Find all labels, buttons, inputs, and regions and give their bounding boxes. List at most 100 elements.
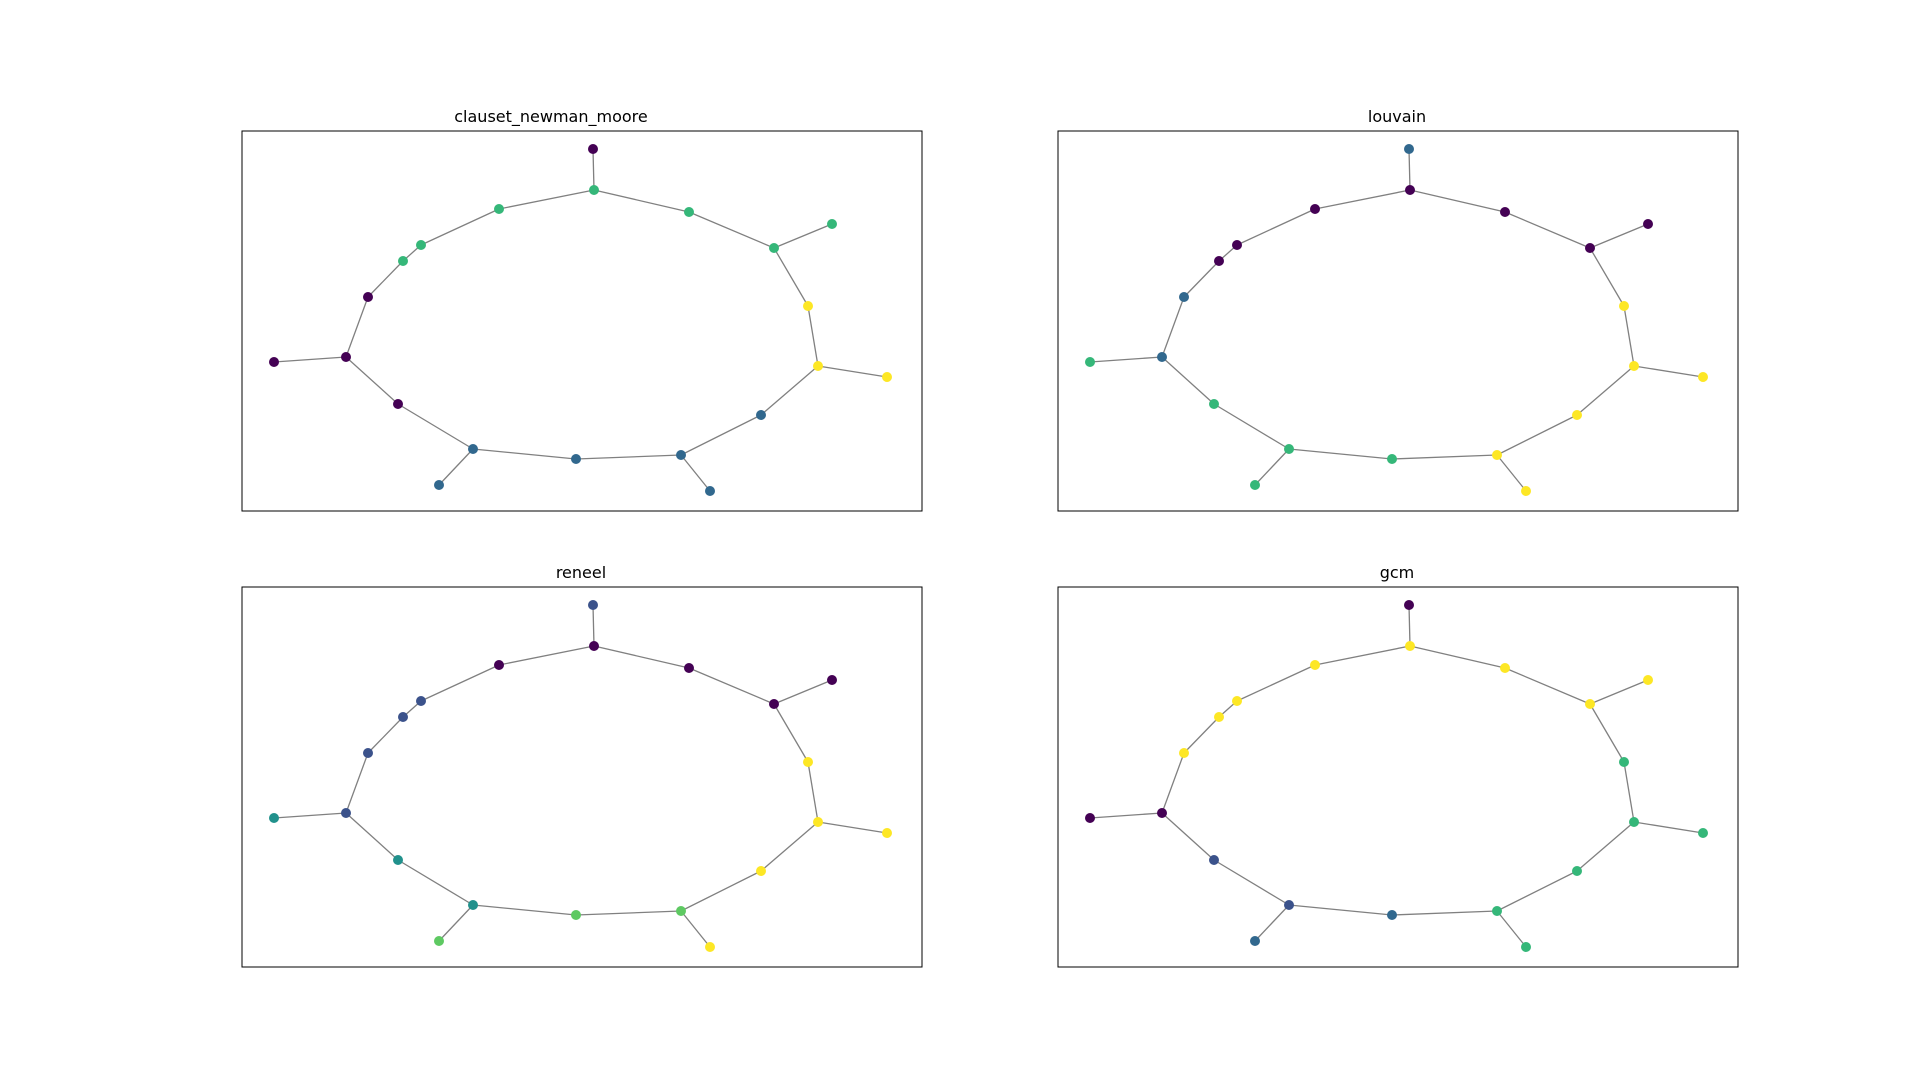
graph-node: [1521, 486, 1531, 496]
node-layer: [269, 144, 892, 496]
graph-node: [1310, 204, 1320, 214]
graph-node: [1629, 817, 1639, 827]
graph-node: [1405, 185, 1415, 195]
graph-edge: [1633, 365, 1704, 378]
graph-edge: [1288, 448, 1393, 460]
graph-edge: [1576, 365, 1635, 416]
graph-node: [813, 361, 823, 371]
graph-edge: [773, 679, 833, 705]
panel-frame: [1057, 586, 1739, 968]
graph-node: [684, 207, 694, 217]
graph-edge: [1288, 904, 1393, 916]
graph-edge: [688, 667, 775, 705]
graph-edge: [1408, 604, 1411, 647]
graph-node: [1629, 361, 1639, 371]
graph-node: [269, 813, 279, 823]
graph-edge: [760, 365, 819, 416]
graph-edge: [1589, 679, 1649, 705]
panel-title: clauset_newman_moore: [454, 107, 647, 127]
graph-node: [434, 936, 444, 946]
graph-node: [589, 641, 599, 651]
panel-title: louvain: [1368, 107, 1426, 126]
graph-edge: [1623, 305, 1635, 367]
edge-layer: [273, 148, 888, 492]
graph-node: [571, 910, 581, 920]
graph-edge: [472, 448, 577, 460]
node-layer: [269, 600, 892, 952]
edge-layer: [1089, 604, 1704, 948]
graph-edge: [1089, 356, 1163, 363]
graph-edge: [1236, 208, 1316, 246]
graph-node: [1284, 900, 1294, 910]
graph-edge: [773, 247, 809, 307]
graph-node: [1232, 696, 1242, 706]
graph-edge: [592, 604, 595, 647]
graph-edge: [1496, 454, 1527, 492]
graph-edge: [420, 208, 500, 246]
graph-node: [1209, 855, 1219, 865]
graph-edge: [397, 859, 474, 906]
graph-node: [1404, 600, 1414, 610]
graph-node: [756, 410, 766, 420]
graph-edge: [1496, 910, 1527, 948]
graph-edge: [1576, 821, 1635, 872]
graph-edge: [1089, 812, 1163, 819]
graph-node: [468, 900, 478, 910]
graph-edge: [1183, 260, 1220, 298]
graph-edge: [680, 454, 711, 492]
graph-edge: [1391, 454, 1498, 460]
graph-edge: [1161, 812, 1215, 861]
graph-node: [1284, 444, 1294, 454]
graph-node: [1085, 357, 1095, 367]
graph-edge: [1236, 664, 1316, 702]
graph-edge: [760, 821, 819, 872]
graph-edge: [1504, 211, 1591, 249]
graph-node: [1214, 256, 1224, 266]
graph-edge: [817, 365, 888, 378]
graph-edge: [1391, 910, 1498, 916]
graph-node: [1404, 144, 1414, 154]
graph-node: [769, 243, 779, 253]
panel-reneel: reneel: [241, 563, 923, 968]
graph-node: [393, 855, 403, 865]
graph-node: [398, 256, 408, 266]
panel-frame: [1057, 130, 1739, 512]
panel-gcm: gcm: [1057, 563, 1739, 968]
graph-node: [416, 240, 426, 250]
graph-edge: [1183, 716, 1220, 754]
graph-edge: [345, 356, 399, 405]
graph-node: [363, 748, 373, 758]
graph-node: [882, 372, 892, 382]
graph-node: [684, 663, 694, 673]
graph-node: [1232, 240, 1242, 250]
graph-edge: [773, 223, 833, 249]
graph-edge: [367, 716, 404, 754]
graph-node: [1619, 757, 1629, 767]
graph-node: [1405, 641, 1415, 651]
panel-clauset-newman-moore: clauset_newman_moore: [241, 107, 923, 512]
graph-node: [1619, 301, 1629, 311]
graph-node: [494, 660, 504, 670]
graph-node: [1492, 906, 1502, 916]
graph-edge: [498, 645, 595, 666]
graph-node: [676, 906, 686, 916]
graph-edge: [1408, 148, 1411, 191]
graph-edge: [273, 356, 347, 363]
graph-edge: [1213, 859, 1290, 906]
graph-node: [882, 828, 892, 838]
graph-node: [589, 185, 599, 195]
graph-node: [769, 699, 779, 709]
graph-node: [705, 942, 715, 952]
graph-node: [1387, 910, 1397, 920]
graph-edge: [1633, 821, 1704, 834]
panel-title: reneel: [556, 563, 606, 582]
graph-edge: [817, 821, 888, 834]
graph-edge: [1213, 403, 1290, 450]
graph-edge: [807, 761, 819, 823]
graph-node: [827, 219, 837, 229]
graph-node: [494, 204, 504, 214]
graph-edge: [345, 812, 399, 861]
graph-node: [756, 866, 766, 876]
graph-node: [1585, 699, 1595, 709]
graph-node: [269, 357, 279, 367]
